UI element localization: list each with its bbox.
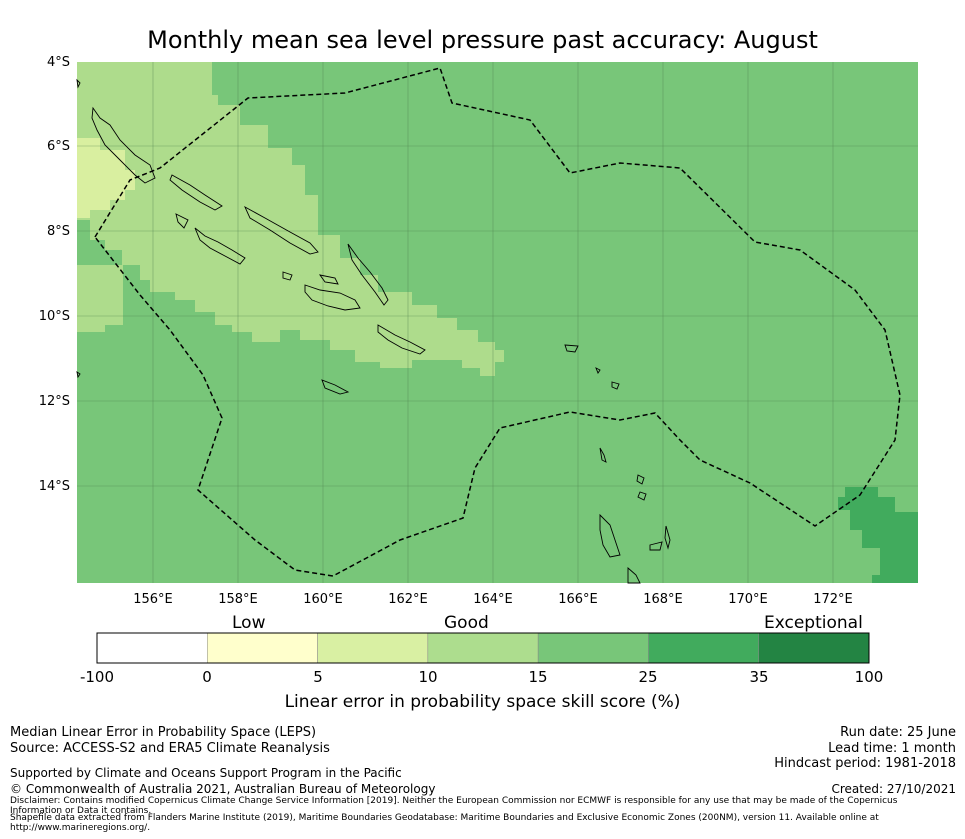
island-vanikoro [611, 381, 620, 390]
island-florida [318, 274, 339, 285]
graticule [77, 62, 918, 583]
island-vanuatu-espiritu [599, 513, 621, 558]
footer-support: Supported by Climate and Oceans Support … [10, 766, 402, 780]
island-malaita [347, 243, 389, 306]
island-small-1 [595, 367, 601, 374]
colorbar-category-low: Low [232, 613, 266, 633]
skill-region-good [77, 62, 504, 376]
colorbar-cell [317, 632, 429, 664]
lat-label: 12°S [38, 394, 70, 409]
lat-label: 14°S [38, 479, 70, 494]
lat-label: 8°S [46, 224, 70, 239]
island-guadalcanal [304, 284, 361, 311]
colorbar-tick: 10 [418, 668, 438, 686]
colorbar-cell [96, 632, 208, 664]
lon-label: 170°E [728, 592, 768, 607]
skill-region-good-west [77, 265, 123, 332]
lon-label: 158°E [218, 592, 258, 607]
island-vanuatu-pentecost [664, 525, 671, 550]
island-rennell [321, 379, 350, 395]
lon-label: 172°E [813, 592, 853, 607]
skill-region-fair [77, 138, 135, 218]
colorbar-tick: 5 [313, 668, 323, 686]
lon-label: 168°E [643, 592, 683, 607]
eez-boundary [94, 67, 901, 577]
footer-run-date: Run date: 25 June [840, 725, 956, 740]
chart-title: Monthly mean sea level pressure past acc… [147, 26, 818, 54]
lat-label: 4°S [46, 55, 70, 70]
colorbar-cell [648, 632, 759, 664]
lon-label: 164°E [473, 592, 513, 607]
footer-leps: Median Linear Error in Probability Space… [10, 725, 317, 740]
island-santa-cruz [564, 344, 579, 353]
colorbar-tick: 35 [749, 668, 769, 686]
footer-copyright: © Commonwealth of Australia 2021, Austra… [10, 782, 436, 796]
island-isabel [244, 205, 319, 255]
island-choiseul [169, 174, 223, 211]
colorbar-tick: 100 [854, 668, 884, 686]
colorbar-tick: -100 [79, 668, 115, 686]
island-vanuatu-malekula [627, 567, 641, 584]
skill-region-mid-west [77, 248, 90, 265]
lat-label: 6°S [46, 139, 70, 154]
footer-created: Created: 27/10/2021 [831, 782, 956, 796]
colorbar-cell [758, 632, 870, 664]
colorbar-tick: 25 [638, 668, 658, 686]
colorbar [96, 632, 870, 664]
footer-disclaimer: Disclaimer: Contains modified Copernicus… [10, 796, 898, 816]
island-banks [636, 474, 647, 501]
lon-label: 162°E [388, 592, 428, 607]
colorbar-category-good: Good [444, 613, 489, 633]
colorbar-cell [537, 632, 649, 664]
coastlines [76, 78, 671, 584]
colorbar-cell [207, 632, 318, 664]
lon-label: 160°E [303, 592, 343, 607]
lon-label: 156°E [133, 592, 173, 607]
footer-shapefile-credit: Shapefile data extracted from Flanders M… [10, 813, 879, 833]
island-makira [377, 324, 426, 355]
skill-region-very-good [838, 487, 918, 583]
colorbar-tick: 0 [202, 668, 212, 686]
footer-source: Source: ACCESS-S2 and ERA5 Climate Reana… [10, 741, 330, 756]
lat-label: 10°S [38, 309, 70, 324]
footer-lead-time: Lead time: 1 month [828, 741, 956, 756]
footer-hindcast: Hindcast period: 1981-2018 [774, 756, 956, 771]
colorbar-tick: 15 [528, 668, 548, 686]
lon-label: 166°E [558, 592, 598, 607]
island-vanuatu-ambae [649, 541, 663, 551]
island-russell [282, 271, 293, 281]
colorbar-category-exceptional: Exceptional [764, 613, 863, 633]
island-bougainville [91, 106, 156, 184]
colorbar-title: Linear error in probability space skill … [284, 692, 681, 712]
island-new-georgia [175, 213, 246, 265]
island-small-3 [76, 371, 81, 379]
island-torres [599, 447, 607, 463]
island-small-2 [76, 78, 81, 89]
colorbar-cell [427, 632, 539, 664]
skill-region-good-north [77, 62, 212, 95]
